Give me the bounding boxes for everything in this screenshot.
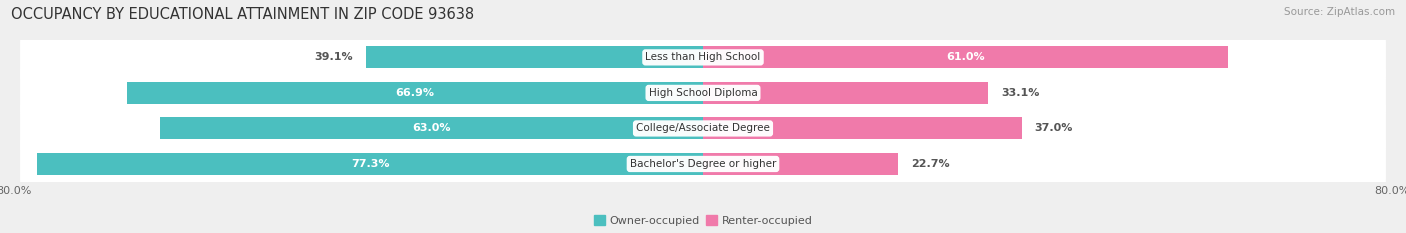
Text: 22.7%: 22.7%	[911, 159, 950, 169]
Text: 39.1%: 39.1%	[315, 52, 353, 62]
Text: College/Associate Degree: College/Associate Degree	[636, 123, 770, 134]
Text: 61.0%: 61.0%	[946, 52, 986, 62]
Bar	[367, 46, 703, 69]
Text: OCCUPANCY BY EDUCATIONAL ATTAINMENT IN ZIP CODE 93638: OCCUPANCY BY EDUCATIONAL ATTAINMENT IN Z…	[11, 7, 474, 22]
Text: Source: ZipAtlas.com: Source: ZipAtlas.com	[1284, 7, 1395, 17]
Bar	[703, 46, 1229, 69]
FancyBboxPatch shape	[20, 62, 1386, 124]
Text: Bachelor's Degree or higher: Bachelor's Degree or higher	[630, 159, 776, 169]
FancyBboxPatch shape	[20, 27, 1386, 88]
FancyBboxPatch shape	[20, 133, 1386, 195]
Bar	[703, 82, 988, 104]
Bar	[38, 153, 703, 175]
Bar	[127, 82, 703, 104]
Text: 37.0%: 37.0%	[1035, 123, 1073, 134]
Legend: Owner-occupied, Renter-occupied: Owner-occupied, Renter-occupied	[589, 211, 817, 230]
Text: 33.1%: 33.1%	[1001, 88, 1039, 98]
Text: Less than High School: Less than High School	[645, 52, 761, 62]
Bar	[160, 117, 703, 140]
Text: 77.3%: 77.3%	[352, 159, 389, 169]
FancyBboxPatch shape	[20, 98, 1386, 159]
Text: High School Diploma: High School Diploma	[648, 88, 758, 98]
Text: 66.9%: 66.9%	[395, 88, 434, 98]
Bar	[703, 153, 898, 175]
Bar	[703, 117, 1022, 140]
Text: 63.0%: 63.0%	[412, 123, 451, 134]
